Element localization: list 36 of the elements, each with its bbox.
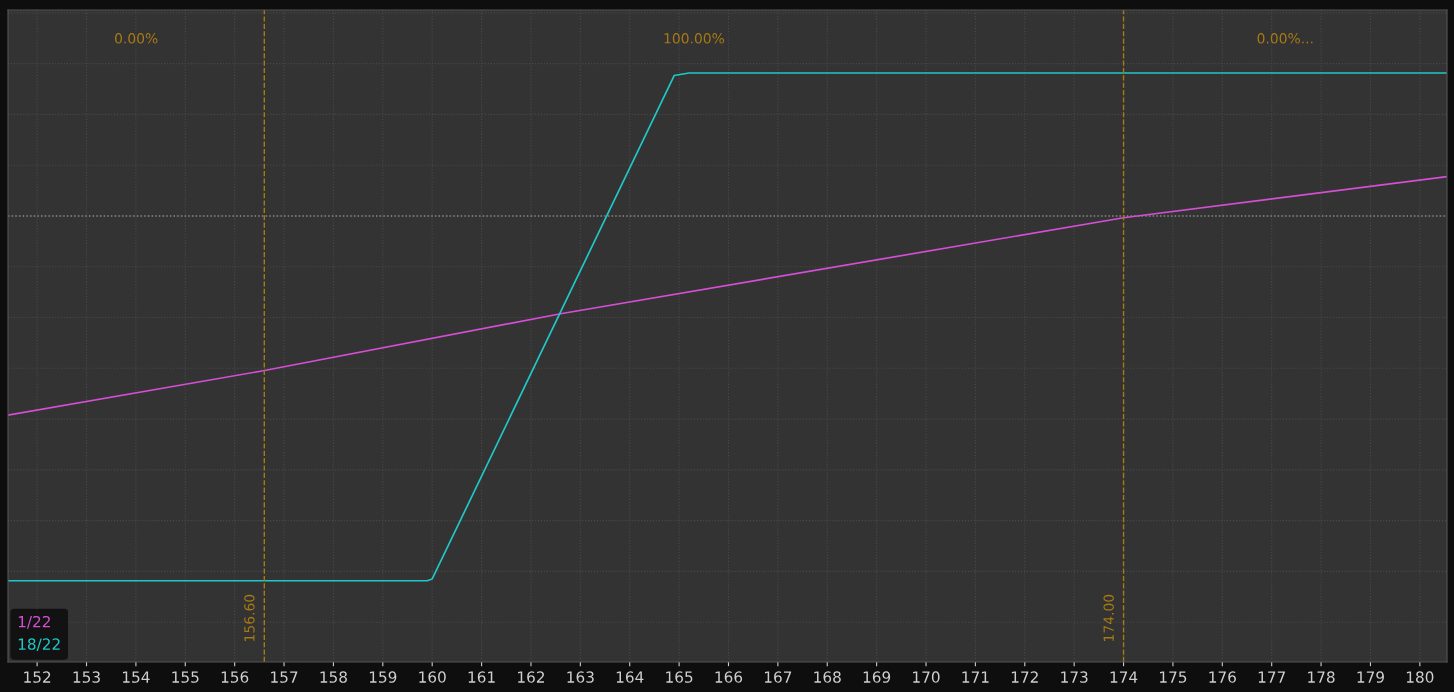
x-tick-label: 177 [1258, 671, 1285, 683]
ref-line-label: 156.60 [244, 594, 255, 641]
x-tick-label: 165 [666, 671, 693, 683]
x-tick-label: 166 [715, 671, 743, 683]
x-tick-label: 164 [616, 671, 644, 683]
x-tick-label: 171 [962, 671, 989, 683]
text: 1/22 [18, 615, 50, 629]
x-tick-label: 153 [73, 671, 100, 683]
x-tick-label: 156 [221, 671, 249, 683]
x-tick-label: 157 [271, 671, 298, 683]
x-tick-label: 155 [172, 671, 199, 683]
x-tick-label: 176 [1209, 671, 1236, 683]
ref-line-label: 174.00 [1103, 594, 1114, 641]
x-tick-label: 152 [24, 671, 51, 683]
x-tick-label: 158 [320, 671, 347, 683]
x-tick-label: 159 [369, 671, 397, 683]
text: 0.00%... [1257, 33, 1313, 44]
text: 0.00% [115, 33, 158, 44]
x-tick-label: 167 [764, 671, 792, 683]
text: 18/22 [18, 638, 60, 652]
x-tick-label: 180 [1406, 671, 1434, 683]
x-tick-label: 174 [1110, 671, 1138, 683]
text: 100.00% [664, 33, 725, 44]
x-tick-label: 170 [913, 671, 940, 683]
x-tick-label: 161 [468, 671, 495, 683]
x-tick-label: 175 [1160, 671, 1187, 683]
x-tick-label: 178 [1308, 671, 1335, 683]
x-tick-label: 162 [518, 671, 545, 683]
x-tick-label: 172 [1011, 671, 1038, 683]
x-tick-label: 160 [419, 671, 446, 683]
x-tick-label: 173 [1061, 671, 1088, 683]
x-tick-label: 154 [123, 671, 150, 683]
x-tick-label: 179 [1357, 671, 1384, 683]
x-tick-label: 169 [863, 671, 891, 683]
x-tick-label: 163 [567, 671, 594, 683]
x-tick-label: 168 [814, 671, 841, 683]
